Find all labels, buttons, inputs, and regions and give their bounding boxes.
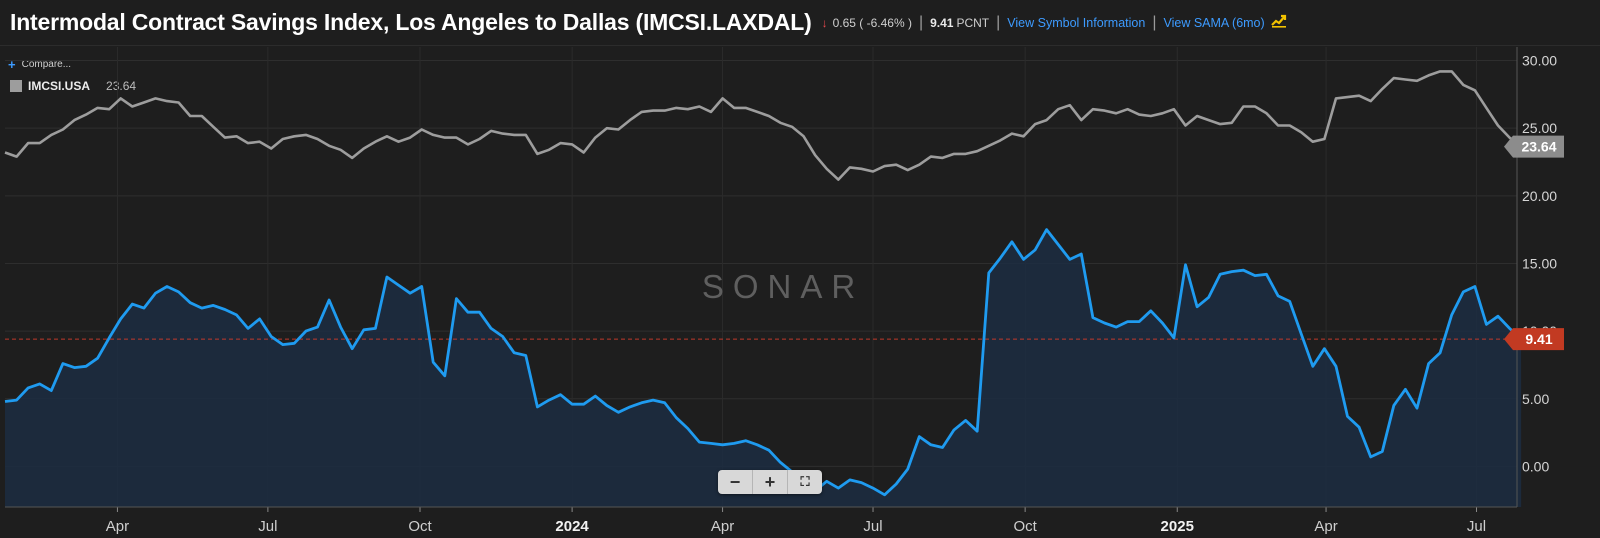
primary-last-value-badge-label: 9.41 bbox=[1525, 331, 1552, 347]
chart-header: Intermodal Contract Savings Index, Los A… bbox=[0, 0, 1600, 46]
legend-series-value: 23.64 bbox=[106, 79, 137, 93]
x-tick-label: 2024 bbox=[555, 518, 589, 535]
compare-last-value-badge-label: 23.64 bbox=[1521, 139, 1556, 155]
zoom-in-button[interactable]: + bbox=[752, 470, 787, 494]
value-unit: PCNT bbox=[956, 15, 990, 30]
chart-trend-icon-graphic bbox=[1270, 14, 1286, 28]
view-sama-link[interactable]: View SAMA (6mo) bbox=[1163, 15, 1265, 30]
y-tick-label: 20.00 bbox=[1522, 188, 1557, 204]
primary-last-value-badge bbox=[1504, 328, 1564, 351]
chart-trend-icon[interactable] bbox=[1270, 14, 1287, 31]
compare-series-line bbox=[4, 70, 1522, 181]
y-tick-label: 5.00 bbox=[1522, 391, 1549, 407]
compare-label: Compare... bbox=[21, 59, 72, 70]
y-tick-label: 25.00 bbox=[1522, 120, 1557, 136]
primary-series-area bbox=[5, 229, 1522, 507]
x-tick-label: 2025 bbox=[1161, 518, 1194, 535]
zoom-controls: − + ⛶ bbox=[718, 470, 822, 494]
chart-title: Intermodal Contract Savings Index, Los A… bbox=[10, 9, 812, 35]
separator: | bbox=[918, 13, 924, 31]
view-symbol-information-link[interactable]: View Symbol Information bbox=[1007, 15, 1146, 30]
x-tick-label: Apr bbox=[711, 518, 734, 535]
x-tick-label: Apr bbox=[1314, 518, 1337, 535]
legend-series-name: IMCSI.USA bbox=[28, 79, 91, 93]
separator: | bbox=[996, 13, 1001, 31]
x-tick-label: Jul bbox=[1467, 518, 1486, 535]
price-change-value: 0.65 ( -6.46% ) bbox=[832, 15, 912, 30]
legend-swatch bbox=[10, 80, 22, 92]
primary-series-line bbox=[4, 228, 1523, 497]
compare-button[interactable]: + Compare... bbox=[8, 57, 71, 72]
y-tick-label: 30.00 bbox=[1522, 53, 1557, 69]
x-tick-label: Oct bbox=[1013, 518, 1037, 535]
axes-layer: 0.005.0010.0015.0020.0025.0030.00AprJulO… bbox=[5, 47, 1564, 535]
fullscreen-button[interactable]: ⛶ bbox=[787, 470, 822, 494]
sonar-watermark: SONAR bbox=[702, 268, 864, 305]
separator: | bbox=[1152, 13, 1157, 31]
last-value: 9.41 bbox=[930, 15, 954, 30]
y-tick-label: 0.00 bbox=[1522, 458, 1549, 474]
x-tick-label: Jul bbox=[258, 518, 277, 535]
y-tick-label: 15.00 bbox=[1522, 255, 1557, 271]
x-tick-label: Jul bbox=[863, 518, 882, 535]
x-tick-label: Oct bbox=[408, 518, 432, 535]
price-change: ↓ 0.65 ( -6.46% ) bbox=[822, 16, 912, 30]
series-layer bbox=[4, 70, 1523, 507]
legend-compare-series[interactable]: IMCSI.USA 23.64 bbox=[10, 79, 136, 93]
x-tick-label: Apr bbox=[106, 518, 129, 535]
plus-icon: + bbox=[8, 57, 16, 72]
compare-last-value-badge bbox=[1504, 135, 1564, 158]
down-arrow-icon: ↓ bbox=[821, 15, 828, 30]
zoom-out-button[interactable]: − bbox=[729, 472, 741, 492]
